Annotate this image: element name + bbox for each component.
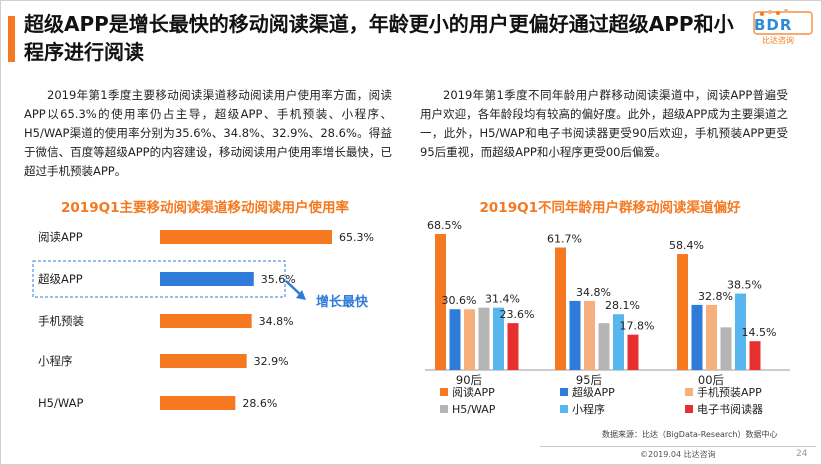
category-label: 阅读APP bbox=[38, 230, 83, 244]
left-chart-title: 2019Q1主要移动阅读渠道移动阅读用户使用率 bbox=[61, 200, 349, 216]
category-label: 小程序 bbox=[38, 354, 73, 368]
bar-95后-手机预装APP bbox=[584, 300, 595, 370]
bar-90后-H5/WAP bbox=[478, 307, 490, 370]
highlight-box bbox=[32, 260, 286, 298]
category-label: 超级APP bbox=[38, 272, 83, 286]
highlight-arrow-head bbox=[296, 290, 306, 300]
data-label: 34.8% bbox=[576, 286, 611, 299]
bar-95后-H5/WAP bbox=[598, 323, 610, 370]
category-label: 手机预装 bbox=[38, 314, 84, 328]
legend-swatch bbox=[685, 405, 693, 413]
bar-95后-电子书阅读器 bbox=[627, 334, 639, 370]
data-label: 17.8% bbox=[620, 320, 655, 333]
growth-annotation: 增长最快 bbox=[316, 294, 369, 310]
data-label: 32.8% bbox=[698, 290, 733, 303]
bar-00后-手机预装APP bbox=[706, 304, 717, 370]
legend-swatch bbox=[560, 405, 568, 413]
legend-label: 电子书阅读器 bbox=[697, 402, 763, 416]
legend-label: 手机预装APP bbox=[697, 385, 762, 399]
value-label: 32.9% bbox=[254, 355, 289, 368]
bar-00后-超级APP bbox=[691, 304, 703, 370]
bar-90后-电子书阅读器 bbox=[507, 323, 519, 370]
highlight-arrow bbox=[285, 280, 303, 297]
bar-00后-H5/WAP bbox=[720, 327, 732, 370]
legend-label: 超级APP bbox=[572, 385, 615, 399]
bar-90后-小程序 bbox=[493, 307, 504, 370]
right-chart-title: 2019Q1不同年龄用户群移动阅读渠道偏好 bbox=[479, 200, 741, 216]
title-accent-bar bbox=[8, 16, 15, 62]
slide-title: 超级APP是增长最快的移动阅读渠道，年龄更小的用户更偏好通过超级APP和小程序进… bbox=[24, 12, 734, 64]
bdr-logo-icon bbox=[753, 9, 813, 35]
bar-阅读APP bbox=[160, 230, 332, 244]
data-label: 38.5% bbox=[727, 279, 762, 292]
bar-90后-阅读APP bbox=[435, 234, 446, 370]
data-label: 31.4% bbox=[485, 293, 520, 306]
bar-手机预装 bbox=[160, 314, 252, 328]
data-label: 28.1% bbox=[605, 299, 640, 312]
data-label: 23.6% bbox=[500, 308, 535, 321]
category-label: H5/WAP bbox=[38, 396, 83, 410]
legend-label: H5/WAP bbox=[452, 403, 496, 416]
data-label: 61.7% bbox=[547, 233, 582, 246]
legend-swatch bbox=[440, 405, 448, 413]
bar-超级APP bbox=[160, 272, 254, 286]
bar-00后-电子书阅读器 bbox=[749, 341, 761, 370]
footer-divider bbox=[540, 446, 816, 447]
value-label: 28.6% bbox=[242, 397, 277, 410]
legend-label: 阅读APP bbox=[452, 385, 495, 399]
legend-swatch bbox=[560, 388, 568, 396]
bar-小程序 bbox=[160, 354, 247, 368]
data-label: 14.5% bbox=[742, 326, 777, 339]
copyright: ©2019.04 比达咨询 bbox=[640, 450, 716, 459]
category-label: 90后 bbox=[456, 373, 482, 387]
data-label: 30.6% bbox=[442, 294, 477, 307]
logo-subtext: 比达咨询 bbox=[762, 36, 794, 45]
bar-95后-阅读APP bbox=[555, 247, 566, 370]
bar-90后-手机预装APP bbox=[464, 309, 475, 370]
category-label: 00后 bbox=[698, 373, 724, 387]
legend-label: 小程序 bbox=[572, 402, 605, 416]
bar-95后-小程序 bbox=[613, 314, 624, 370]
page-number: 24 bbox=[796, 449, 808, 459]
data-source: 数据来源：比达（BigData-Research）数据中心 bbox=[602, 430, 778, 439]
logo-text: BDR bbox=[754, 16, 793, 34]
value-label: 65.3% bbox=[339, 231, 374, 244]
legend-swatch bbox=[440, 388, 448, 396]
bar-95后-超级APP bbox=[569, 300, 581, 370]
bar-00后-阅读APP bbox=[677, 254, 688, 370]
bar-00后-小程序 bbox=[735, 293, 746, 370]
bar-90后-超级APP bbox=[449, 309, 461, 370]
data-label: 58.4% bbox=[669, 239, 704, 252]
legend-swatch bbox=[685, 388, 693, 396]
category-label: 95后 bbox=[576, 373, 602, 387]
left-paragraph: 2019年第1季度主要移动阅读渠道移动阅读用户使用率方面，阅读APP以65.3%… bbox=[24, 88, 392, 178]
right-paragraph: 2019年第1季度不同年龄用户群移动阅读渠道中，阅读APP普遍受用户欢迎，各年龄… bbox=[420, 88, 788, 159]
bar-H5/WAP bbox=[160, 396, 236, 410]
data-label: 68.5% bbox=[427, 219, 462, 232]
value-label: 34.8% bbox=[259, 315, 294, 328]
